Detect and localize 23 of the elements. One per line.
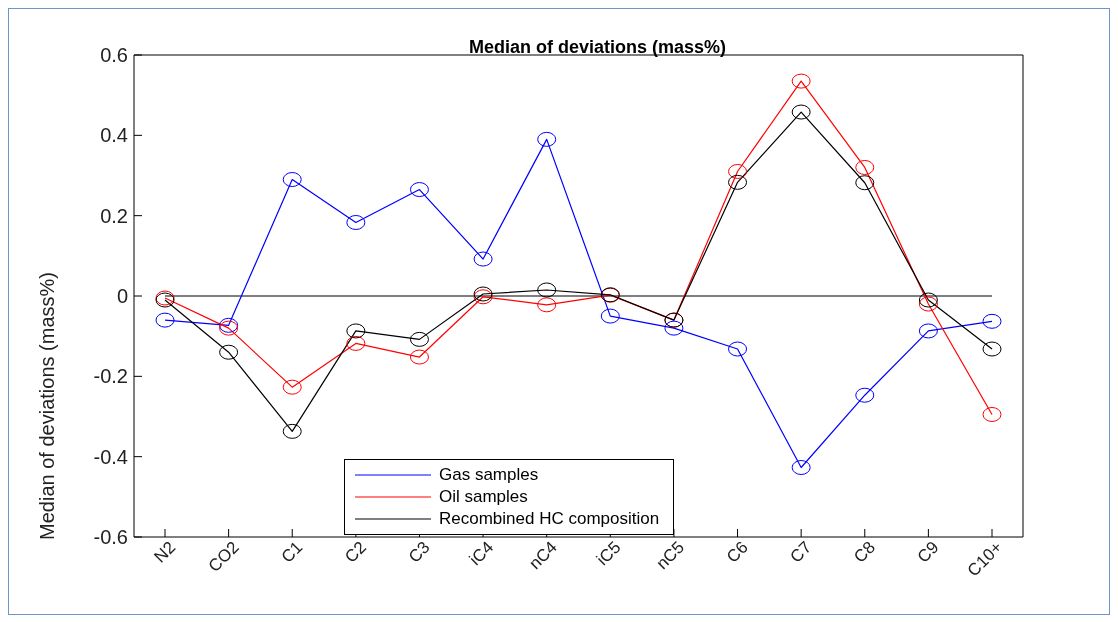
y-axis-title: Median of deviations (mass%) [36,272,59,540]
legend-label: Oil samples [439,487,528,507]
x-tick-label: C6 [722,537,752,567]
y-tick-label: -0.6 [93,526,128,549]
y-tick-label: 0.6 [100,44,128,67]
x-tick-label: iC4 [465,537,498,570]
x-tick-label: C7 [786,537,816,567]
x-tick-label: C2 [341,537,370,567]
x-tick-label: C8 [850,537,879,567]
y-tick-label: -0.4 [93,445,128,468]
x-tick-label: nC5 [652,537,689,574]
x-tick-label: C1 [277,537,307,567]
x-tick-label: C3 [404,537,434,567]
x-tick-label: iC5 [592,537,625,570]
y-tick-label: 0 [116,285,128,308]
y-tick-label: 0.4 [100,124,128,147]
x-tick-label: N2 [150,537,180,567]
y-tick-label: 0.2 [100,204,128,227]
x-tick-label: C9 [913,537,943,567]
y-tick-label: -0.2 [93,365,128,388]
legend-label: Recombined HC composition [439,509,660,529]
legend-label: Gas samples [439,465,539,485]
chart-title: Median of deviations (mass%) [467,37,728,58]
